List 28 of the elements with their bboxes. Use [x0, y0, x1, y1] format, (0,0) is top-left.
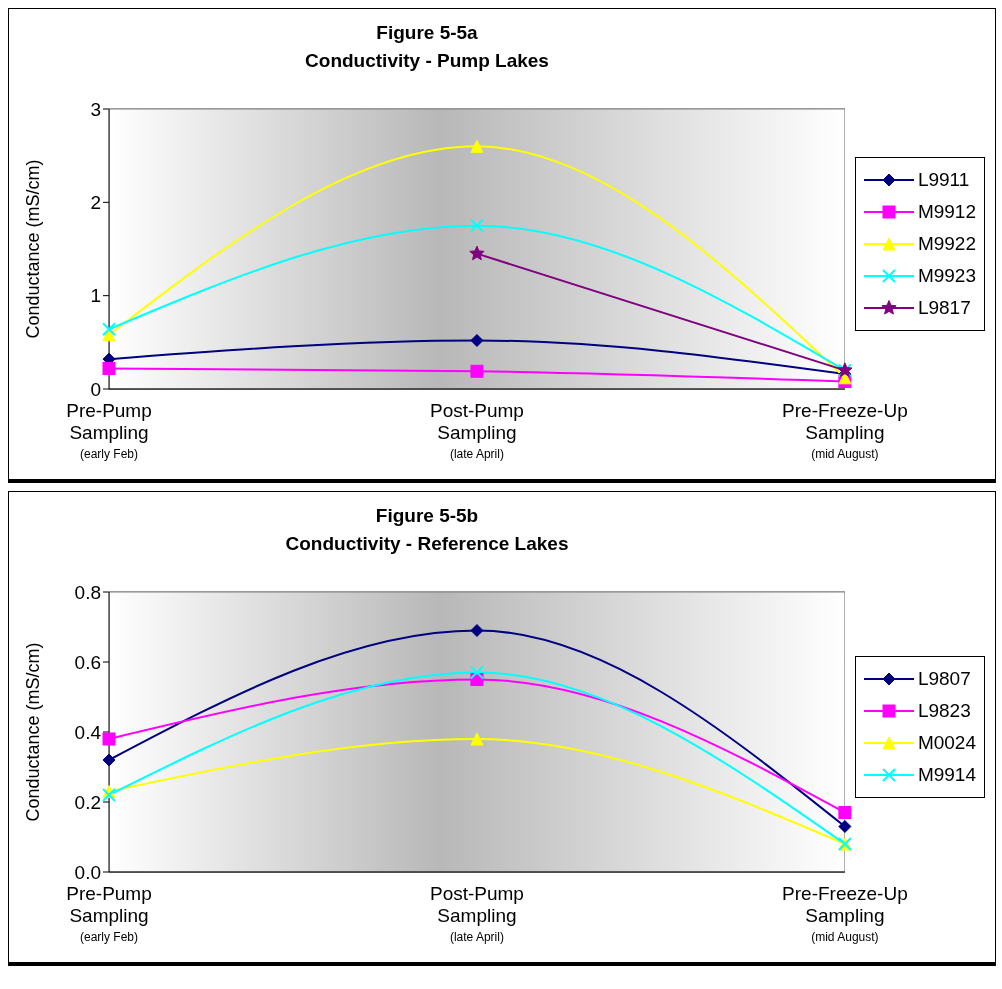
legend-label: M9923 — [917, 265, 976, 287]
x-tick-label: Pre-Freeze-Up Sampling (mid August) — [782, 400, 908, 461]
y-tick-label: 0.2 — [74, 791, 101, 813]
x-tick-label: Pre-Pump Sampling (early Feb) — [66, 400, 152, 461]
y-axis-title: Conductance (mS/cm) — [23, 159, 44, 339]
x-tick-label: Pre-Pump Sampling (early Feb) — [66, 883, 152, 944]
x-tick-label: Pre-Freeze-Up Sampling (mid August) — [782, 883, 908, 944]
y-tick-label: 0.6 — [74, 651, 101, 673]
chart-title: Figure 5-5a Conductivity - Pump Lakes — [304, 21, 550, 73]
y-tick-label: 3 — [90, 98, 101, 120]
y-tick-label: 0.4 — [74, 721, 102, 743]
legend-label: M9922 — [917, 233, 976, 255]
y-axis-title: Conductance (mS/cm) — [23, 642, 44, 822]
legend-label: L9911 — [917, 169, 970, 191]
legend-label: L9807 — [917, 668, 971, 690]
y-tick-label: 0.0 — [74, 861, 101, 883]
legend-label: M9912 — [917, 201, 976, 223]
legend-label: L9817 — [917, 297, 971, 319]
y-tick-label: 2 — [90, 192, 101, 214]
y-tick-label: 0.8 — [74, 581, 101, 603]
legend-label: L9823 — [917, 700, 971, 722]
legend-label: M9914 — [917, 764, 976, 786]
legend-label: M0024 — [917, 732, 976, 754]
x-tick-label: Post-Pump Sampling (late April) — [429, 400, 524, 461]
y-tick-label: 1 — [90, 285, 101, 307]
x-tick-label: Post-Pump Sampling (late April) — [429, 883, 524, 944]
y-tick-label: 0 — [90, 378, 101, 400]
chart-title: Figure 5-5b Conductivity - Reference Lakes — [284, 504, 570, 556]
